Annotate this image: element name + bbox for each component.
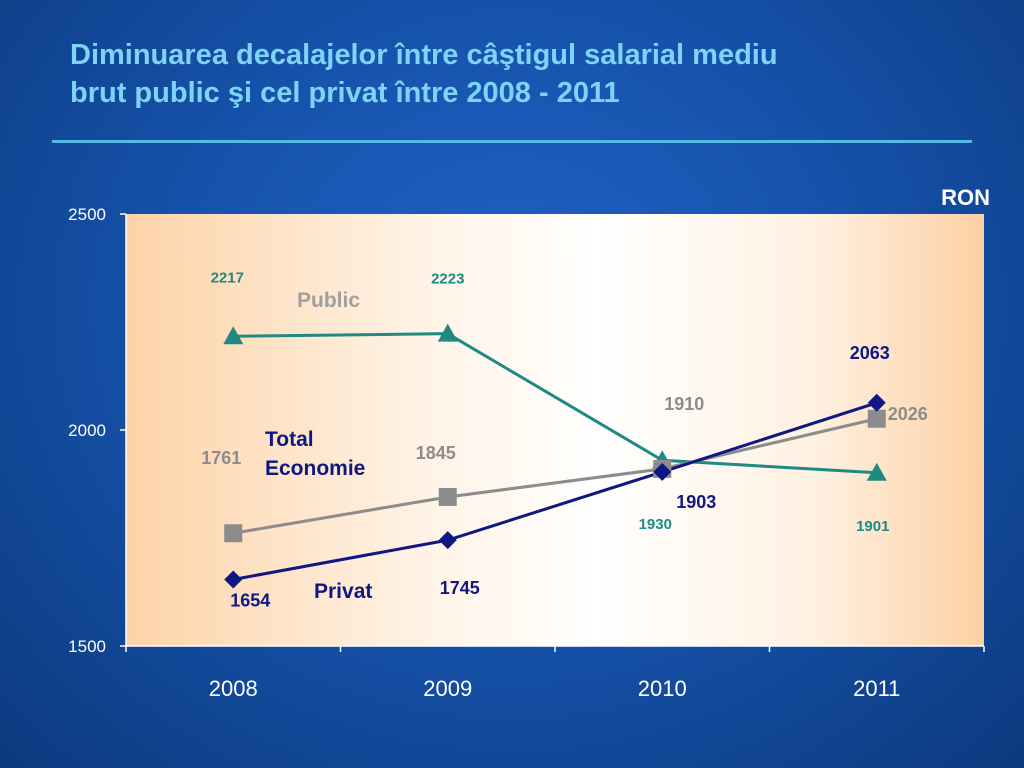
point-marker [224,524,243,543]
series-line-0 [233,332,877,475]
x-tick-label: 2009 [423,676,472,701]
data-label: 1910 [664,394,704,414]
point-marker [438,531,457,550]
x-tick-label: 2011 [853,676,900,701]
unit-label: RON [941,185,990,210]
series-name-label: Public [297,289,360,312]
point-marker [224,570,243,589]
point-marker [438,487,457,506]
data-label: 1845 [416,443,456,463]
x-tick-label: 2008 [209,676,258,701]
series-name-label-part: Total [265,428,314,451]
y-tick-label: 2000 [68,421,106,440]
slide-title: Diminuarea decalajelor între câştigul sa… [70,36,970,112]
data-label: 1930 [639,516,672,533]
series-name-label: Total Economie [265,428,365,480]
series-name-label: Privat [314,580,372,603]
point-marker [867,393,886,412]
point-marker [866,462,887,481]
y-tick-label: 1500 [68,637,106,656]
plot-area [126,214,984,646]
x-tick-label: 2010 [638,676,687,701]
data-label: 2063 [850,343,890,363]
slide-title-line-2: brut public şi cel privat între 2008 - 2… [70,77,620,109]
y-tick-label: 2500 [68,205,106,224]
data-label: 2217 [211,269,244,286]
data-label: 1745 [440,578,480,598]
data-label: 2223 [431,271,464,288]
point-marker [223,326,244,345]
series-line-2 [232,401,878,581]
point-marker [867,409,886,428]
slide-title-line-1: Diminuarea decalajelor între câştigul sa… [70,39,778,71]
point-marker [437,323,458,342]
data-label: 1903 [676,492,716,512]
point-marker [653,462,672,481]
title-divider [52,140,972,143]
data-label: 1761 [201,448,241,468]
data-label: 1654 [230,590,270,610]
series-name-label-part: Economie [265,457,365,480]
series-line-1 [232,417,878,535]
data-label: 1901 [856,518,889,535]
data-label: 2026 [888,404,928,424]
